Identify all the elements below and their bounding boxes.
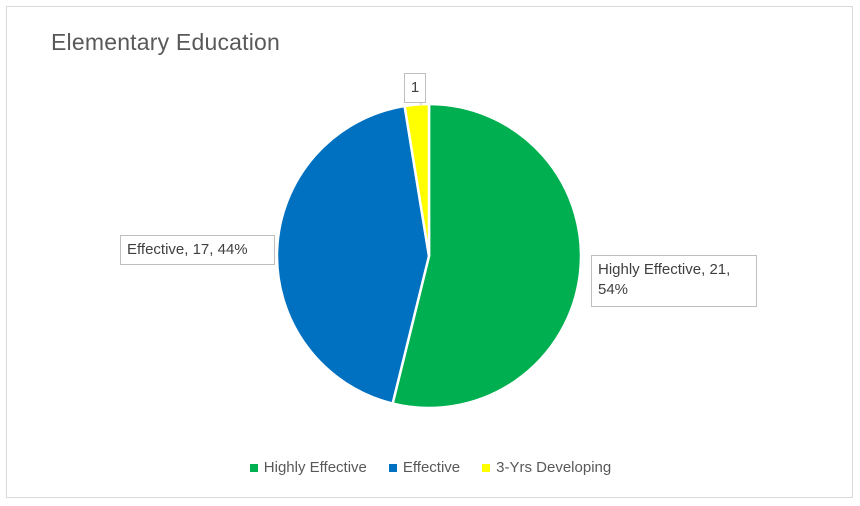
legend-label-3-yrs-developing: 3-Yrs Developing — [496, 459, 612, 476]
legend-item-highly-effective: Highly Effective — [249, 459, 367, 476]
legend-label-highly-effective: Highly Effective — [263, 459, 367, 476]
legend-swatch-effective — [388, 463, 397, 472]
data-label-highly-effective-line2: 54% — [598, 281, 629, 298]
legend-label-effective: Effective — [402, 459, 461, 476]
slice-highly-effective — [391, 102, 583, 410]
slice-effective — [275, 104, 431, 405]
slice-3-yrs-developing — [403, 102, 431, 258]
data-label-3-yrs-developing: 1 — [404, 73, 426, 103]
chart-legend: Highly Effective Effective 3-Yrs Develop… — [7, 459, 854, 476]
data-label-highly-effective: Highly Effective, 21, 54% — [591, 255, 757, 307]
data-label-effective: Effective, 17, 44% — [120, 235, 275, 265]
pie-slices — [275, 102, 583, 410]
pie-chart — [275, 96, 583, 410]
chart-title: Elementary Education — [51, 29, 281, 55]
legend-item-3-yrs-developing: 3-Yrs Developing — [482, 459, 611, 476]
legend-item-effective: Effective — [388, 459, 461, 476]
legend-swatch-highly-effective — [249, 463, 258, 472]
data-label-highly-effective-line1: Highly Effective, 21, — [598, 261, 731, 278]
chart-frame: Elementary Education Highly Effective, 2… — [6, 6, 853, 498]
legend-swatch-3-yrs-developing — [482, 463, 491, 472]
